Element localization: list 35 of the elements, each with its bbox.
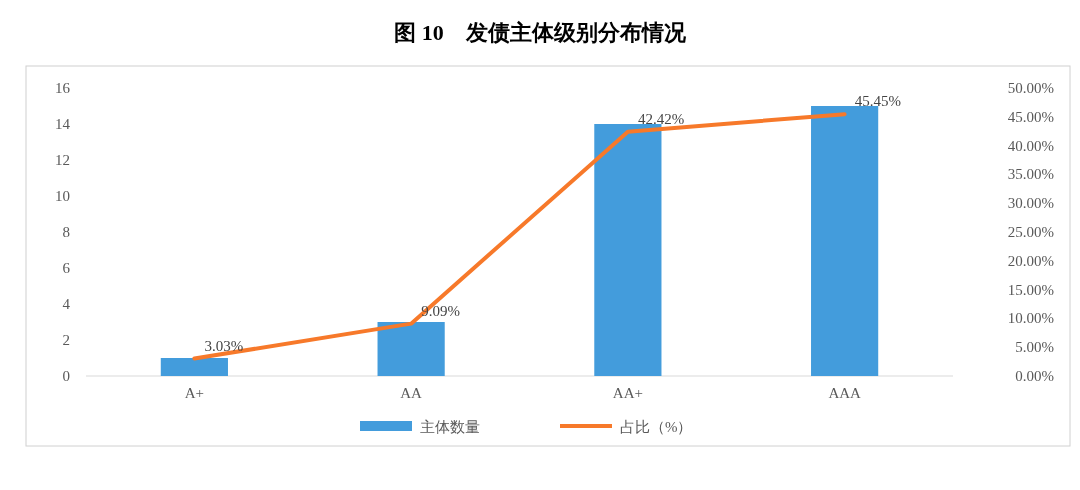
bar	[811, 106, 879, 376]
y2-tick-label: 15.00%	[1007, 281, 1054, 298]
data-label: 42.42%	[637, 110, 685, 127]
y2-tick-label: 45.00%	[1007, 108, 1054, 125]
y-tick-label: 6	[62, 260, 71, 276]
y2-tick-label: 50.00%	[1007, 80, 1054, 96]
bar	[594, 124, 662, 376]
y-tick-label: 0	[62, 368, 70, 384]
y2-tick-label: 35.00%	[1007, 166, 1054, 183]
y2-tick-label: 40.00%	[1007, 137, 1054, 154]
y2-tick-label: 20.00%	[1007, 252, 1054, 269]
x-tick-label: A+	[184, 385, 205, 401]
y-tick-label: 2	[62, 332, 70, 348]
bar	[377, 322, 445, 376]
y2-tick-label: 30.00%	[1007, 195, 1054, 212]
y2-tick-label: 5.00%	[1015, 339, 1054, 356]
y-tick-label: 12	[55, 152, 70, 168]
chart-title: 图 10 发债主体级别分布情况	[394, 20, 687, 45]
line-series	[192, 112, 847, 361]
data-label: 3.03%	[204, 337, 244, 354]
y-tick-label: 8	[62, 224, 70, 240]
x-tick-label: AAA	[828, 385, 862, 401]
legend-label: 占比（%）	[620, 419, 693, 435]
x-tick-label: AA+	[612, 385, 643, 401]
y2-tick-label: 10.00%	[1007, 310, 1054, 327]
x-tick-label: AA	[400, 385, 423, 401]
bar	[160, 358, 228, 376]
y-tick-label: 10	[55, 188, 70, 204]
data-label: 45.45%	[854, 93, 901, 110]
y2-tick-label: 25.00%	[1007, 224, 1054, 240]
y-tick-label: 16	[55, 80, 71, 96]
y-tick-label: 14	[55, 116, 71, 132]
legend-label: 主体数量	[420, 419, 480, 435]
y-tick-label: 4	[62, 296, 71, 312]
y2-tick-label: 0.00%	[1015, 368, 1054, 384]
